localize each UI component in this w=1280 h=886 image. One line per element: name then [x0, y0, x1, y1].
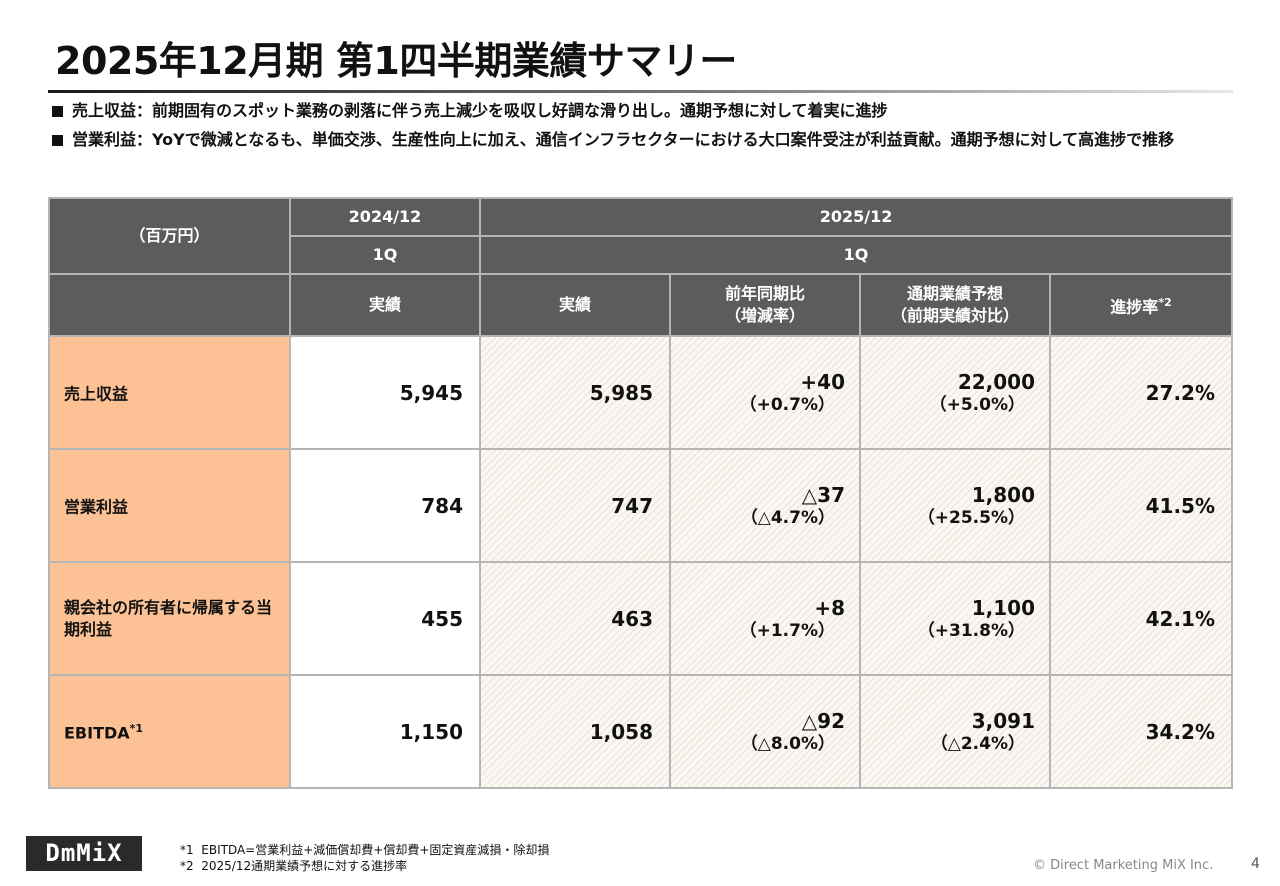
forecast-cell: 1,100 （+31.8%） [859, 561, 1051, 676]
blank-header [48, 273, 291, 337]
row-label: 売上収益 [48, 335, 291, 450]
square-bullet-icon [52, 106, 63, 117]
actual-prev-header: 実績 [289, 273, 481, 337]
page-title: 2025年12月期 第1四半期業績サマリー [55, 39, 737, 83]
row-label: 親会社の所有者に帰属する当期利益 [48, 561, 291, 676]
yoy-cell: △92 （△8.0%） [669, 674, 861, 789]
curr-actual-cell: 1,058 [479, 674, 671, 789]
footnotes: *1 EBITDA=営業利益+減価償却費+償却費+固定資産減損・除却損 *2 2… [180, 842, 549, 874]
row-label-text: 売上収益 [64, 384, 129, 404]
yoy-rate: （△8.0%） [740, 733, 835, 754]
summary-bullets: 売上収益：前期固有のスポット業務の剥落に伴う売上減少を吸収し好調な滑り出し。通期… [50, 99, 1240, 157]
forecast-cell: 1,800 （+25.5%） [859, 448, 1051, 563]
forecast-value: 1,100 [971, 595, 1035, 620]
bullet-text: 売上収益：前期固有のスポット業務の剥落に伴う売上減少を吸収し好調な滑り出し。通期… [72, 101, 888, 120]
yoy-value: △37 [801, 482, 845, 507]
yoy-value: +40 [800, 369, 845, 394]
row-label-text: EBITDA [64, 723, 130, 743]
yoy-cell: △37 （△4.7%） [669, 448, 861, 563]
actual-curr-header: 実績 [479, 273, 671, 337]
yoy-value: +8 [814, 595, 845, 620]
yoy-rate: （△4.7%） [740, 507, 835, 528]
financial-summary-table: （百万円） 2024/12 2025/12 1Q 1Q 実績 実績 前年同期比 … [48, 197, 1234, 789]
quarter-prev-header: 1Q [289, 235, 481, 275]
table-row: 親会社の所有者に帰属する当期利益 455 463 +8 （+1.7%） 1,100… [48, 561, 1234, 676]
curr-actual-cell: 5,985 [479, 335, 671, 450]
title-divider [48, 90, 1233, 93]
bullet-revenue: 売上収益：前期固有のスポット業務の剥落に伴う売上減少を吸収し好調な滑り出し。通期… [50, 99, 1240, 123]
period-curr-header: 2025/12 [478, 197, 1234, 237]
forecast-cell: 22,000 （+5.0%） [859, 335, 1051, 450]
unit-header: （百万円） [48, 197, 291, 275]
progress-header-label: 進捗率 [1110, 297, 1159, 317]
row-label-text: 営業利益 [64, 497, 129, 517]
row-label: EBITDA*1 [48, 674, 291, 789]
table-row: 売上収益 5,945 5,985 +40 （+0.7%） 22,000 （+5.0%… [48, 335, 1234, 450]
table-row: EBITDA*1 1,150 1,058 △92 （△8.0%） 3,091 （△2… [48, 674, 1234, 789]
row-label-note: *1 [129, 722, 144, 736]
yoy-rate: （+1.7%） [739, 620, 835, 641]
copyright: © Direct Marketing MiX Inc. [1033, 858, 1214, 873]
yoy-header-line2: （増減率） [724, 306, 805, 325]
forecast-cell: 3,091 （△2.4%） [859, 674, 1051, 789]
forecast-value: 22,000 [957, 369, 1035, 394]
forecast-header-line1: 通期業績予想 [906, 284, 1003, 303]
page-number: 4 [1251, 856, 1260, 872]
forecast-header-line2: （前期実績対比） [890, 306, 1019, 325]
company-logo: DmMiX [26, 836, 142, 871]
progress-header: 進捗率*2 [1048, 273, 1234, 337]
progress-cell: 34.2% [1048, 674, 1234, 789]
footnote-1: *1 EBITDA=営業利益+減価償却費+償却費+固定資産減損・除却損 [180, 843, 550, 857]
forecast-rate: （+5.0%） [929, 394, 1025, 415]
forecast-rate: （△2.4%） [930, 733, 1025, 754]
quarter-curr-header: 1Q [478, 235, 1234, 275]
forecast-value: 3,091 [971, 708, 1035, 733]
yoy-rate: （+0.7%） [739, 394, 835, 415]
progress-cell: 41.5% [1048, 448, 1234, 563]
prev-actual-cell: 1,150 [289, 674, 481, 789]
forecast-rate: （+31.8%） [917, 620, 1025, 641]
yoy-header-line1: 前年同期比 [724, 284, 805, 303]
yoy-cell: +40 （+0.7%） [669, 335, 861, 450]
prev-actual-cell: 455 [289, 561, 481, 676]
prev-actual-cell: 784 [289, 448, 481, 563]
yoy-header: 前年同期比 （増減率） [669, 273, 861, 337]
progress-footnote-mark: *2 [1158, 295, 1172, 309]
prev-actual-cell: 5,945 [289, 335, 481, 450]
progress-cell: 42.1% [1048, 561, 1234, 676]
forecast-header: 通期業績予想 （前期実績対比） [859, 273, 1051, 337]
yoy-value: △92 [801, 708, 845, 733]
row-label-text: 親会社の所有者に帰属する当期利益 [64, 597, 273, 639]
period-prev-header: 2024/12 [289, 197, 481, 237]
curr-actual-cell: 463 [479, 561, 671, 676]
forecast-rate: （+25.5%） [917, 507, 1025, 528]
square-bullet-icon [52, 135, 63, 146]
bullet-operating-profit: 営業利益：YoYで微減となるも、単価交渉、生産性向上に加え、通信インフラセクター… [50, 128, 1240, 152]
yoy-cell: +8 （+1.7%） [669, 561, 861, 676]
row-label: 営業利益 [48, 448, 291, 563]
footnote-2: *2 2025/12通期業績予想に対する進捗率 [180, 859, 408, 873]
curr-actual-cell: 747 [479, 448, 671, 563]
progress-cell: 27.2% [1048, 335, 1234, 450]
bullet-text: 営業利益：YoYで微減となるも、単価交渉、生産性向上に加え、通信インフラセクター… [72, 130, 1175, 149]
forecast-value: 1,800 [971, 482, 1035, 507]
table-row: 営業利益 784 747 △37 （△4.7%） 1,800 （+25.5%） 41… [48, 448, 1234, 563]
